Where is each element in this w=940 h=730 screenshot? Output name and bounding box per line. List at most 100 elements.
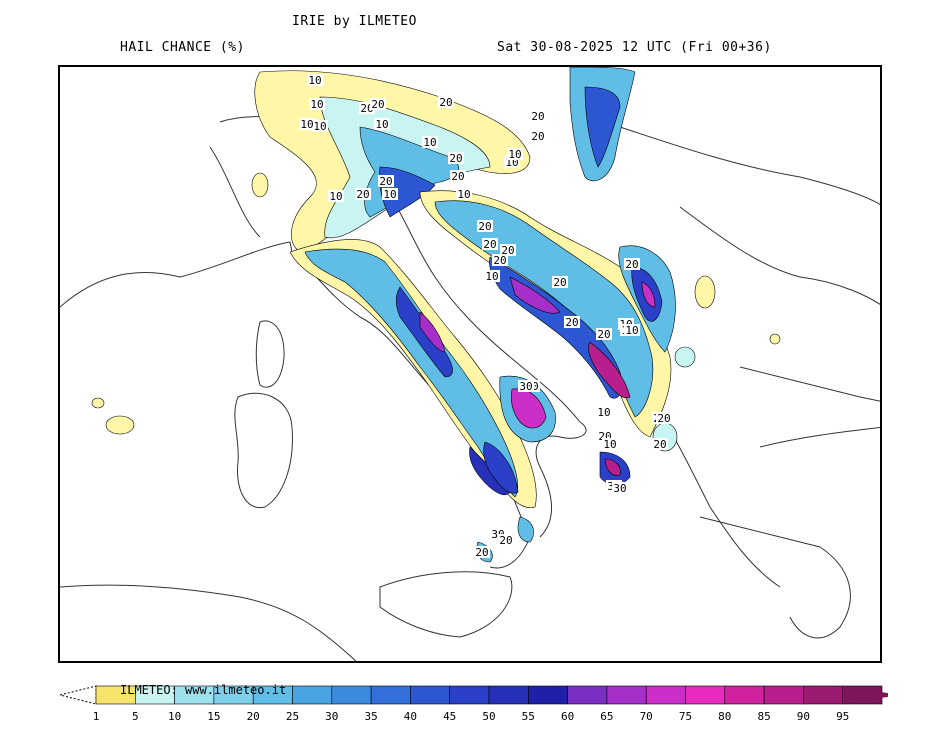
contour-label: 10 [328,190,344,203]
legend-swatch [331,685,372,705]
contour-label: 20 [370,98,386,111]
contour-label: 10 [382,188,398,201]
contour-label-bg [484,270,500,282]
contour-label-bg [370,98,386,110]
contour-label-bg [656,412,672,424]
contour-label: 10 [624,324,640,337]
contour-label-bg [500,244,516,256]
contour-label: 20 [492,254,508,267]
legend-swatch [803,685,844,705]
legend-swatch [449,685,490,705]
contour-label-text: 20 [478,220,491,233]
legend-tick-label: 65 [600,710,613,723]
contour-label: 20 [500,244,516,257]
contour-label-bg [530,110,546,122]
legend-swatch [763,685,804,705]
field-name: HAIL CHANCE (%) [120,40,245,55]
contour-label-text: 10 [423,136,436,149]
contour-label-bg [602,438,618,450]
contour-label-bg [530,130,546,142]
contour-label-bg [596,406,612,418]
contour-label-text: 20 [501,244,514,257]
coast-greece [699,516,851,639]
contour-label-text: 20 [499,534,512,547]
border-east-2 [679,206,880,305]
contour-label-bg [518,380,534,392]
contour-label-text: 10 [457,188,470,201]
legend-tick-label: 45 [443,710,456,723]
contour-label-text: 20 [451,170,464,183]
contour-label: 20 [552,276,568,289]
contour-label: 10 [374,118,390,131]
contour-label-bg [448,152,464,164]
contour-label: 20 [474,546,490,559]
map-title: IRIE by ILMETEO [292,14,417,29]
contour-label: 20 [596,328,612,341]
border-east-3 [739,366,880,402]
legend-tick-label: 70 [640,710,653,723]
legend-swatch [370,685,411,705]
contour-label-bg [507,148,523,160]
legend-tick-label: 95 [836,710,849,723]
contour-label: 20 [482,238,498,251]
island-corsica [255,320,285,388]
contour-label: 20 [477,220,493,233]
contour-label: 20 [355,188,371,201]
contour-label-text: 10 [329,190,342,203]
contour-label-text: 10 [308,74,321,87]
contour-label-text: 10 [603,438,616,451]
contour-label-bg [477,220,493,232]
valid-time: Sat 30-08-2025 12 UTC (Fri 00+36) [497,40,772,55]
contour-label: 10 [507,148,523,161]
contour-label-text: 10 [310,98,323,111]
contour-label-text: 10 [383,188,396,201]
contour-label-text: 10 [508,148,521,161]
contour-label-text: 20 [657,412,670,425]
legend-low-arrow [59,685,97,705]
contour-label-bg [492,254,508,266]
contour-label: 30 [518,380,534,393]
contour-label: 20 [530,130,546,143]
legend-swatch [567,685,608,705]
border-fr-it [209,146,261,238]
contour-label-text: 20 [356,188,369,201]
legend-swatch [724,685,765,705]
contour-label-bg [450,170,466,182]
contour-label-bg [612,482,628,494]
contour-label-text: 20 [371,98,384,111]
contour-label-bg [552,276,568,288]
contour-label: 10 [307,74,323,87]
legend-tick-label: 90 [797,710,810,723]
legend-tick-label: 15 [207,710,220,723]
contour-label-text: 10 [597,406,610,419]
contour-label: 20 [378,175,394,188]
border-east [619,126,880,206]
legend-tick-label: 85 [757,710,770,723]
contour-label-text: 10 [375,118,388,131]
contour-label-text: 20 [625,258,638,271]
contour-label-bg [374,118,390,130]
contour-label-bg [422,136,438,148]
contour-label-text: 20 [565,316,578,329]
contour-label-text: 20 [653,438,666,451]
legend-swatch [410,685,450,705]
color-legend: 1 5 10 15 20 25 30 35 40 45 50 55 60 65 70 75 80 85 90 95 [58,682,900,726]
legend-tick-label: 35 [364,710,377,723]
contour-label: 20 [530,110,546,123]
contour-label: 10 [422,136,438,149]
contour-label: 20 [624,258,640,271]
legend-tick-label: 20 [247,710,260,723]
contour-label-bg [309,98,325,110]
contour-label: 20 [564,316,580,329]
contour-label: 20 [450,170,466,183]
contour-label-text: 20 [379,175,392,188]
legend-swatch [606,685,647,705]
contour-label-bg [456,188,472,200]
legend-tick-label: 25 [286,710,299,723]
contour-label: 10 [596,406,612,419]
contour-label-bg [299,118,315,130]
contour-label: 10 [456,188,472,201]
contour-label-text: 10 [300,118,313,131]
border-east-4 [759,426,880,448]
